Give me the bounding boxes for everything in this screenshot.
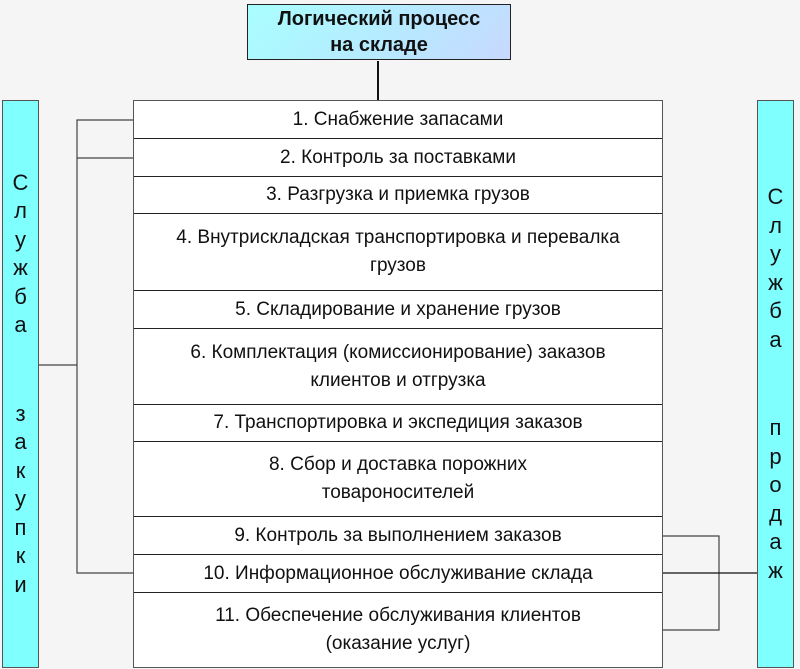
step-row: 3. Разгрузка и приемка грузов [134, 177, 662, 214]
left-connectors [38, 119, 133, 574]
step-row: 10. Информационное обслуживание склада [134, 555, 662, 593]
step-row: 1. Снабжение запасами [134, 101, 662, 139]
step-row: 5. Складирование и хранение грузов [134, 291, 662, 329]
title-box: Логический процесс на складе [247, 4, 511, 60]
step-row: 7. Транспортировка и экспедиция заказов [134, 405, 662, 442]
step-row: 8. Сбор и доставка порожних товароносите… [134, 442, 662, 517]
step-row: 2. Контроль за поставками [134, 139, 662, 177]
right-connectors [662, 535, 757, 631]
step-row: 4. Внутрискладская транспортировка и пер… [134, 214, 662, 291]
step-row: 9. Контроль за выполнением заказов [134, 517, 662, 555]
step-row: 11. Обеспечение обслуживания клиентов (о… [215, 605, 581, 654]
step-row: 6. Комплектация (комиссионирование) зака… [134, 329, 662, 405]
process-steps-table: 1. Снабжение запасами 2. Контроль за пос… [133, 100, 663, 668]
